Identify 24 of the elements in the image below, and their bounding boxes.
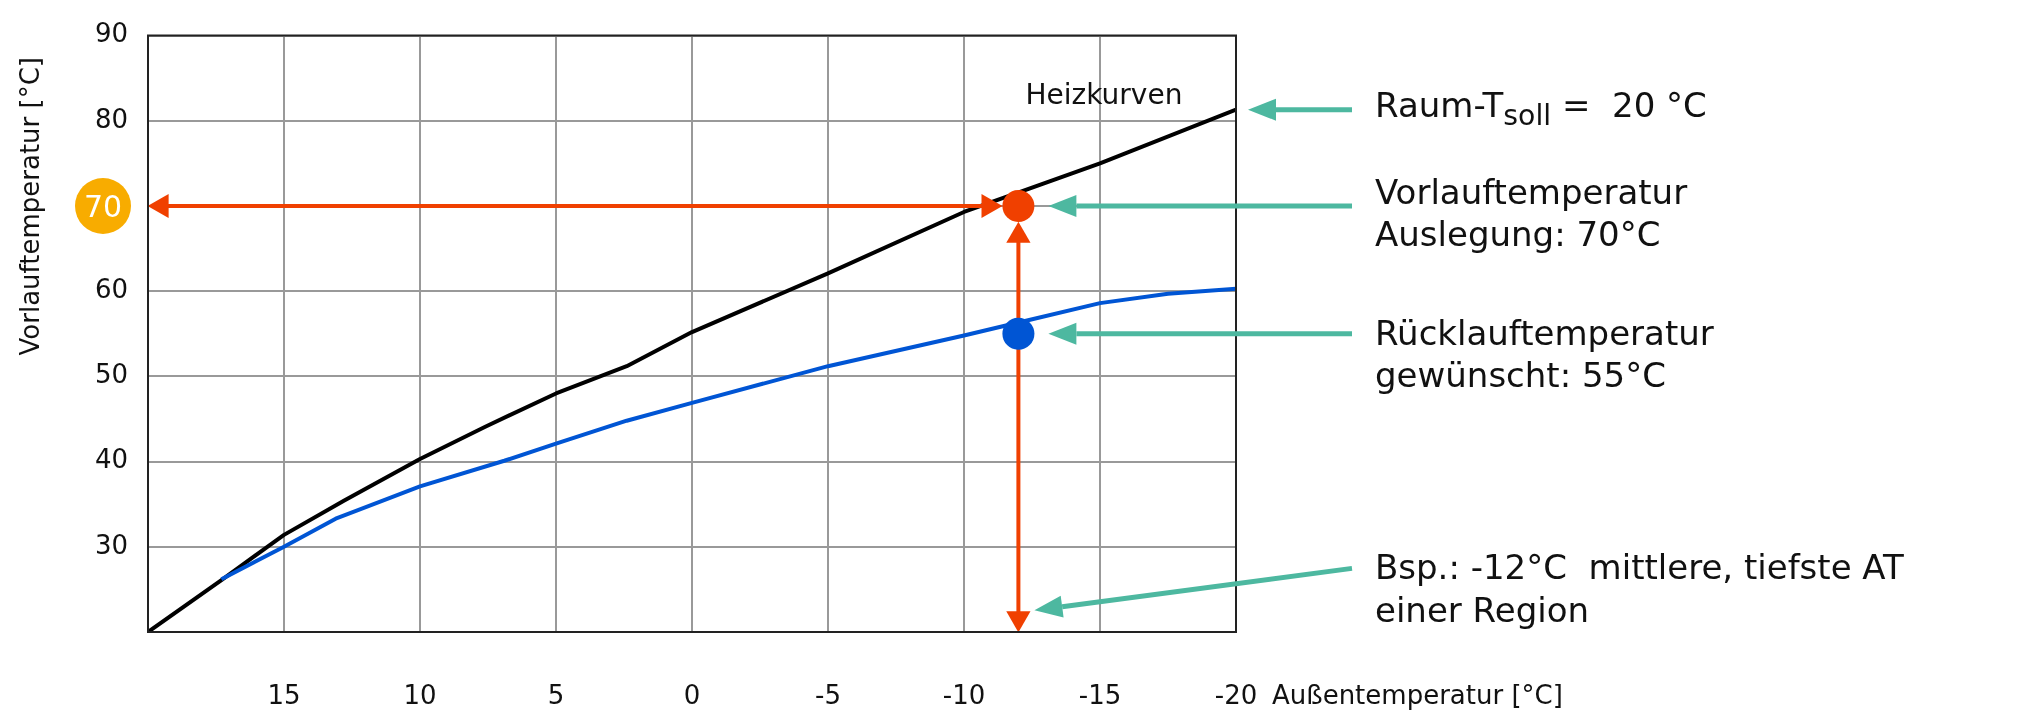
point [1002,190,1035,222]
text: Raum-T$_{soll}$ = 20 °C [1375,83,1707,133]
y-tick-label: 30 [94,529,128,560]
text: Bsp.: -12°C mittlere, tiefste AT einer Region [1375,546,1904,632]
point [1002,317,1035,350]
y-axis-title: Vorlauftemperatur [°C] [13,56,46,355]
text: Rücklauftemperatur gewünscht: 55°C [1375,311,1714,397]
x-tick-label: -10 [942,680,986,711]
annotation: Heizkurven [1025,77,1183,113]
y-tick-label: 40 [94,444,128,475]
y-tick-label: 90 [94,18,128,49]
x-tick-label: -15 [1078,680,1122,711]
y-tick-label: 50 [94,359,128,390]
circle-badge: 70 [75,178,131,234]
y-tick-label: 80 [94,103,128,134]
x-tick-label: 10 [403,680,437,711]
x-tick-label: 0 [683,680,701,711]
x-axis-title: Außentemperatur [°C] [1272,679,1563,712]
y-tick-label: 60 [94,273,128,304]
text: Vorlauftemperatur Auslegung: 70°C [1375,170,1688,256]
x-tick-label: 5 [547,680,565,711]
x-tick-label: 15 [267,680,301,711]
x-tick-label: -20 [1214,680,1258,711]
x-tick-label: -5 [815,680,841,711]
